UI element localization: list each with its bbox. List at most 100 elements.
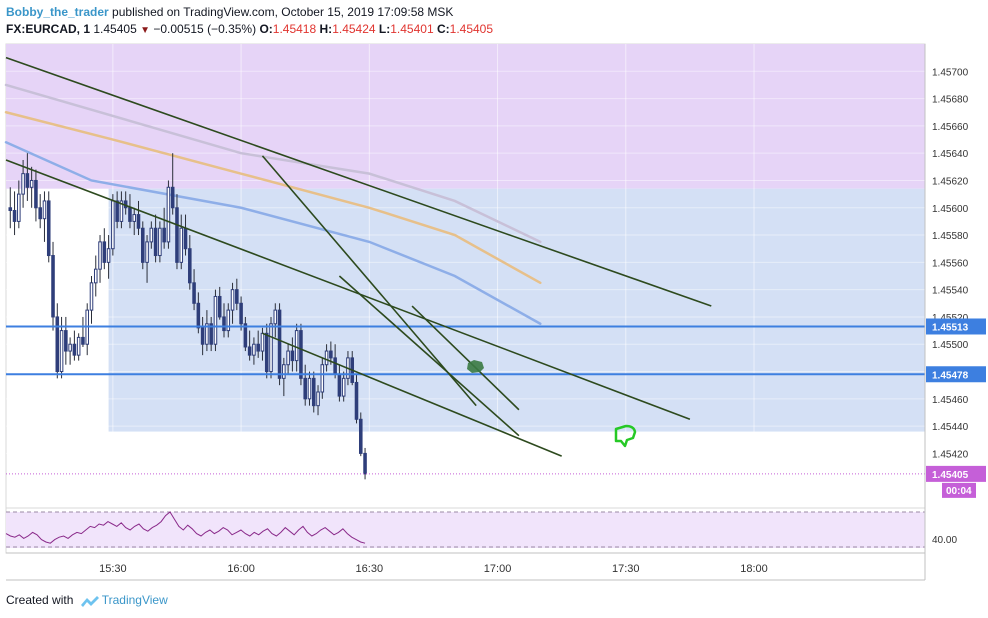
candle-bear	[358, 418, 363, 454]
candle-bear	[209, 323, 213, 345]
down-arrow-icon: ▼	[140, 25, 150, 36]
high-label: H:	[319, 22, 333, 36]
level-tag	[926, 366, 986, 383]
last-price-label: 1.45405	[932, 470, 969, 481]
candle-bull	[17, 193, 21, 222]
candle-bull	[316, 391, 320, 407]
candle-bull	[307, 377, 312, 400]
trend-line-3[interactable]	[262, 332, 562, 457]
candle-bull	[132, 214, 137, 222]
candle-bear	[264, 332, 269, 373]
moving-average-2	[4, 141, 542, 326]
level-tag	[926, 318, 986, 335]
candle-bull	[145, 241, 149, 263]
candle-bear	[303, 377, 307, 400]
candle-bear	[8, 207, 13, 211]
close-label: C:	[436, 22, 450, 36]
horizontal-levels[interactable]	[6, 325, 925, 475]
candle-bear	[277, 309, 282, 379]
moving-average-1	[4, 110, 542, 285]
change-text: −0.00515 (−0.35%)	[153, 22, 257, 36]
candle-bull	[230, 289, 235, 311]
countdown-tag	[942, 482, 976, 498]
rsi-line	[5, 511, 366, 544]
candle-bull	[98, 241, 102, 270]
price-tick-label: 1.45700	[932, 67, 969, 78]
price-tick-label: 1.45680	[932, 95, 969, 106]
candle-bear	[64, 330, 68, 352]
candle-bear	[102, 241, 107, 263]
footer: Created with TradingView	[6, 593, 168, 607]
candle-bear	[200, 327, 205, 345]
price-tick-label: 1.45540	[932, 286, 969, 297]
candle-bull	[205, 323, 209, 345]
symbol-name[interactable]: FX:EURCAD, 1	[6, 22, 91, 36]
candle-bull	[324, 350, 329, 366]
trend-line-1[interactable]	[5, 159, 691, 421]
candle-bull	[166, 186, 171, 243]
time-tick-label: 16:00	[227, 563, 255, 575]
time-axis[interactable]: 15:30 16:00 16:30 17:00 17:30 18:00	[99, 563, 768, 575]
open-value: 1.45418	[272, 22, 317, 36]
candle-bear	[311, 377, 316, 407]
candle-bear	[55, 316, 60, 373]
price-tick-label: 1.45620	[932, 176, 969, 187]
price-tick-label: 1.45580	[932, 231, 969, 242]
candle-bear	[239, 302, 243, 325]
thumbs-down-icon	[614, 424, 637, 448]
price-tick-label: 1.45440	[932, 422, 969, 433]
candle-bear	[299, 330, 303, 379]
price-axis[interactable]: 1.45700 1.45680 1.45660 1.45640 1.45620 1.456…	[926, 67, 986, 498]
time-tick-label: 18:00	[740, 563, 768, 575]
candle-bear	[329, 350, 333, 359]
candle-bull	[269, 323, 273, 373]
last-price-tag	[926, 465, 986, 482]
tradingview-logo-icon	[80, 595, 99, 607]
publish-info: Bobby_the_trader published on TradingVie…	[6, 5, 453, 19]
candle-bear	[192, 282, 196, 304]
candle-bear	[51, 255, 55, 318]
candle-bull	[29, 179, 34, 188]
candle-bull	[286, 350, 290, 366]
trend-line-4[interactable]	[338, 275, 520, 437]
green-marker-icon	[467, 360, 484, 373]
candle-bear	[256, 343, 260, 352]
candle-bear	[247, 346, 252, 356]
candle-bear	[290, 350, 295, 362]
candle-bear	[354, 381, 359, 420]
trend-line-0[interactable]	[5, 56, 712, 307]
countdown-label: 00:04	[946, 486, 972, 497]
candle-bear	[196, 302, 201, 329]
candle-bull	[111, 200, 115, 250]
channel-lines[interactable]	[5, 56, 712, 457]
trend-line-5[interactable]	[411, 305, 520, 411]
created-with-text: Created with	[6, 593, 74, 607]
candle-bull	[76, 336, 81, 356]
zone-0	[6, 44, 925, 189]
candle-bull	[93, 268, 98, 284]
low-label: L:	[378, 22, 391, 36]
candle-bear	[72, 343, 77, 356]
trend-line-2[interactable]	[261, 155, 477, 407]
open-label: O:	[259, 22, 273, 36]
brand-link[interactable]: TradingView	[101, 593, 168, 607]
author-name[interactable]: Bobby_the_trader	[6, 5, 109, 19]
candle-bull	[226, 309, 231, 332]
candle-bear	[162, 227, 166, 243]
candle-bull	[68, 343, 72, 352]
candle-bull	[273, 309, 278, 325]
time-tick-label: 17:30	[612, 563, 640, 575]
candle-bear	[34, 179, 38, 209]
candle-bear	[12, 209, 17, 222]
candle-bear	[115, 200, 119, 222]
candle-bull	[149, 227, 154, 243]
candle-bull	[106, 248, 111, 263]
candles	[8, 153, 367, 480]
candle-bear	[170, 186, 175, 209]
candle-bear	[136, 214, 141, 229]
close-value: 1.45405	[449, 22, 494, 36]
candle-bear	[337, 373, 342, 397]
moving-averages	[4, 83, 542, 326]
price-tick-label: 1.45420	[932, 449, 969, 460]
